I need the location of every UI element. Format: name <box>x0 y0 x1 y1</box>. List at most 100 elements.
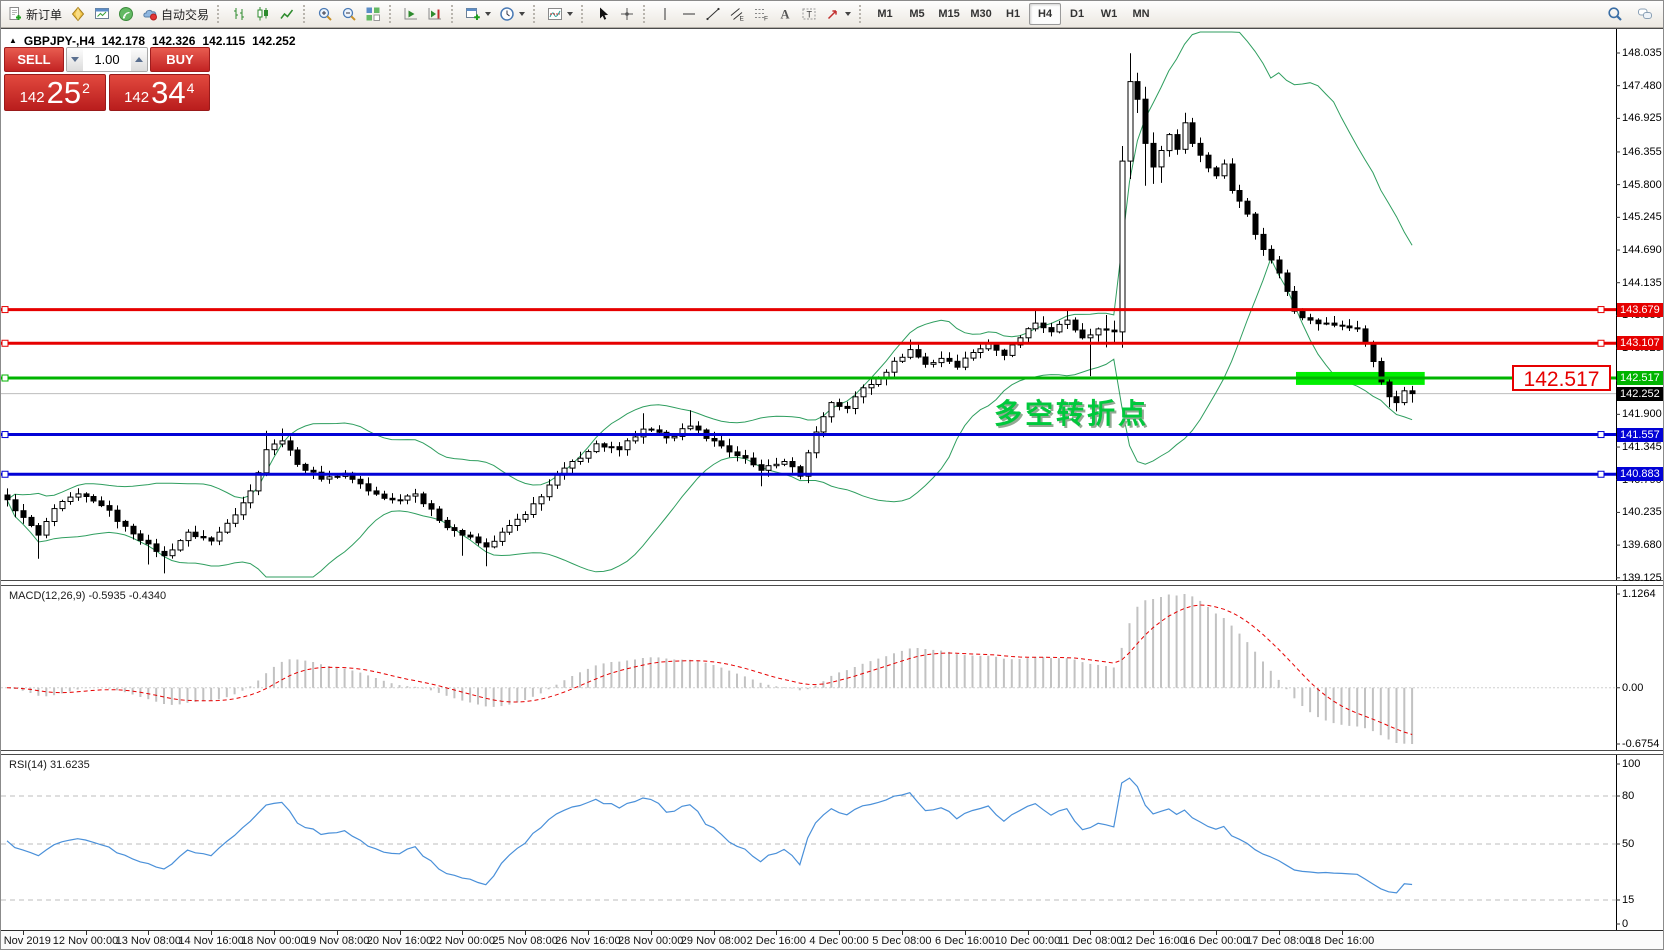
profiles-button[interactable] <box>495 2 529 26</box>
hline-handle[interactable] <box>1597 470 1605 478</box>
macd-signal-line <box>6 604 1413 735</box>
timeframe-m30-button[interactable]: M30 <box>970 8 992 20</box>
community-chat-button[interactable] <box>1633 2 1657 26</box>
timeframe-mn-button[interactable]: MN <box>1132 8 1150 20</box>
dropdown-caret-icon[interactable] <box>845 12 852 16</box>
time-tick <box>1153 931 1155 935</box>
rsi-pane[interactable] <box>1 755 1664 930</box>
volume-input[interactable]: 1.00 <box>94 52 120 67</box>
hline-handle[interactable] <box>1 339 9 347</box>
zoom-out-button[interactable] <box>337 2 361 26</box>
vertical-line-button[interactable] <box>653 2 677 26</box>
time-axis[interactable]: 8 Nov 2019 12 Nov 00:00 13 Nov 08:00 14 Nov… <box>1 930 1663 949</box>
toolbar-separator <box>581 5 587 23</box>
candle-chart-mode-button[interactable] <box>251 2 275 26</box>
hline-handle[interactable] <box>1 431 9 439</box>
time-tick <box>839 931 841 935</box>
timeframe-m5-button[interactable]: M5 <box>909 8 925 20</box>
equidistant-channel-button[interactable]: E <box>725 2 749 26</box>
ohlc-icon <box>234 8 245 20</box>
volume-decrease-button[interactable] <box>67 48 83 71</box>
time-tick <box>273 931 275 935</box>
hline-handle[interactable] <box>1 374 9 382</box>
volume-stepper: 1.00 <box>66 47 148 72</box>
turning-point-annotation[interactable]: 多空转折点 <box>994 398 1150 429</box>
indicator-icon <box>548 8 563 20</box>
diamond-icon <box>71 6 85 22</box>
macd-pane[interactable] <box>1 586 1664 750</box>
hline-handle[interactable] <box>1 470 9 478</box>
sell-price-sup: 2 <box>82 80 90 96</box>
macd-tick-label: -0.6754 <box>1622 737 1660 750</box>
main-chart-pane[interactable] <box>1 29 1664 580</box>
chart-window[interactable]: 8 Nov 2019 12 Nov 00:00 13 Nov 08:00 14 Nov… <box>1 28 1664 949</box>
time-label: 10 Dec 00:00 <box>994 935 1061 947</box>
zoom-in-button[interactable] <box>313 2 337 26</box>
volume-increase-button[interactable] <box>131 48 147 71</box>
buy-price-button[interactable]: 142 34 4 <box>108 74 210 111</box>
search-icon <box>1608 7 1622 21</box>
timeframe-m1-button[interactable]: M1 <box>877 8 893 20</box>
indicators-list-button[interactable] <box>543 2 577 26</box>
line-chart-mode-button[interactable] <box>275 2 299 26</box>
clock-icon <box>500 7 514 21</box>
tile-windows-button[interactable] <box>361 2 385 26</box>
dropdown-caret-icon[interactable] <box>519 12 526 16</box>
auto-scroll-button[interactable] <box>399 2 423 26</box>
labelT-icon: T <box>802 8 816 20</box>
sell-price-button[interactable]: 142 25 2 <box>4 74 106 111</box>
buy-button[interactable]: BUY <box>150 47 210 72</box>
price-callout-box[interactable]: 142.517 <box>1512 365 1611 391</box>
fibonacci-button[interactable]: F <box>749 2 773 26</box>
timeframe-m15-button[interactable]: M15 <box>938 8 960 20</box>
bar-chart-mode-button[interactable] <box>227 2 251 26</box>
timeframe-h4-button[interactable]: H4 <box>1029 3 1062 25</box>
metaeditor-button[interactable] <box>66 2 90 26</box>
time-tick <box>462 931 464 935</box>
hline-handle[interactable] <box>1597 339 1605 347</box>
hline-handle[interactable] <box>1597 431 1605 439</box>
pane-separator[interactable] <box>1 580 1663 586</box>
search-button[interactable] <box>1603 2 1627 26</box>
arrows-tool-button[interactable] <box>821 2 855 26</box>
sell-button[interactable]: SELL <box>4 47 64 72</box>
horizontal-line-button[interactable] <box>677 2 701 26</box>
time-label: 29 Nov 08:00 <box>680 935 747 947</box>
chart-header: ▲ GBPJPY-,H4 142.178 142.326 142.115 142… <box>9 34 296 48</box>
market-watch-button[interactable] <box>90 2 114 26</box>
candles-group <box>4 53 1416 574</box>
macd-label: MACD(12,26,9) -0.5935 -0.4340 <box>9 590 167 602</box>
zoomout-icon <box>342 7 356 21</box>
signals-button[interactable] <box>114 2 138 26</box>
new-order-button[interactable]: 新订单 <box>3 2 66 26</box>
signal-icon <box>119 7 134 21</box>
timeframe-w1-button[interactable]: W1 <box>1100 8 1118 20</box>
down-arrow-icon <box>71 57 79 62</box>
cursor-icon <box>600 7 609 20</box>
time-label: 25 Nov 08:00 <box>492 935 558 947</box>
chart-shift-button[interactable] <box>423 2 447 26</box>
time-tick <box>1090 931 1092 935</box>
time-tick <box>1027 931 1029 935</box>
text-label-tool-button[interactable]: T <box>797 2 821 26</box>
textA-icon: A <box>781 8 790 22</box>
crosshair-button[interactable] <box>615 2 639 26</box>
hline-handle[interactable] <box>1597 306 1605 314</box>
collapse-trade-panel-icon[interactable]: ▲ <box>9 36 17 45</box>
price-tick-label: 146.355 <box>1622 145 1662 158</box>
price-tick-label: 148.035 <box>1622 47 1662 59</box>
ohlc-high: 142.326 <box>152 34 196 48</box>
text-tool-button[interactable]: A <box>773 2 797 26</box>
timeframe-d1-button[interactable]: D1 <box>1070 8 1085 20</box>
auto-trading-button[interactable]: 自动交易 <box>138 2 213 26</box>
trendline-button[interactable] <box>701 2 725 26</box>
dropdown-caret-icon[interactable] <box>485 12 492 16</box>
pane-separator[interactable] <box>1 750 1663 755</box>
time-label: 22 Nov 00:00 <box>429 935 496 947</box>
new-chart-button[interactable] <box>461 2 495 26</box>
hline-handle[interactable] <box>1 306 9 314</box>
dropdown-caret-icon[interactable] <box>567 12 574 16</box>
cursor-button[interactable] <box>591 2 615 26</box>
svg-text:T: T <box>807 10 813 20</box>
timeframe-h1-button[interactable]: H1 <box>1006 8 1021 20</box>
